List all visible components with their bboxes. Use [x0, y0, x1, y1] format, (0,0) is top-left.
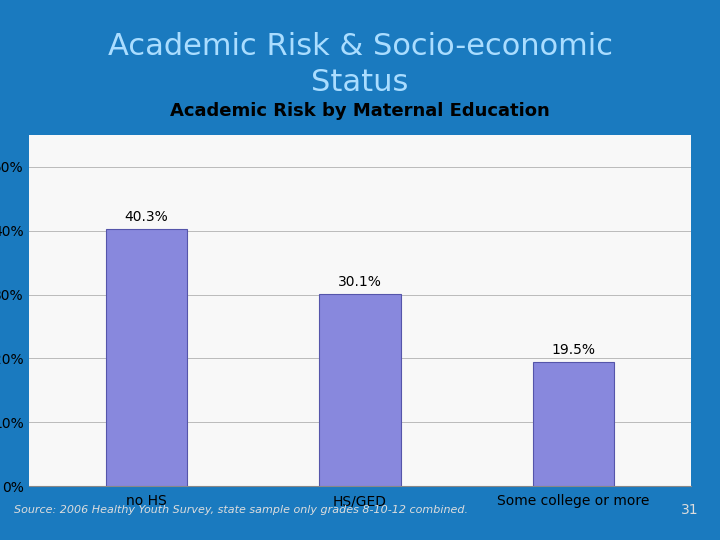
- Text: 19.5%: 19.5%: [552, 343, 595, 357]
- Text: Academic Risk & Socio-economic
Status: Academic Risk & Socio-economic Status: [107, 32, 613, 97]
- Bar: [320, 294, 400, 486]
- Title: Academic Risk by Maternal Education: Academic Risk by Maternal Education: [170, 102, 550, 119]
- Bar: [106, 229, 187, 486]
- Text: 40.3%: 40.3%: [125, 211, 168, 224]
- Text: Source: 2006 Healthy Youth Survey, state sample only grades 8-10-12 combined.: Source: 2006 Healthy Youth Survey, state…: [14, 505, 469, 515]
- Text: 30.1%: 30.1%: [338, 275, 382, 289]
- Text: 31: 31: [681, 503, 698, 517]
- Bar: [533, 362, 614, 486]
